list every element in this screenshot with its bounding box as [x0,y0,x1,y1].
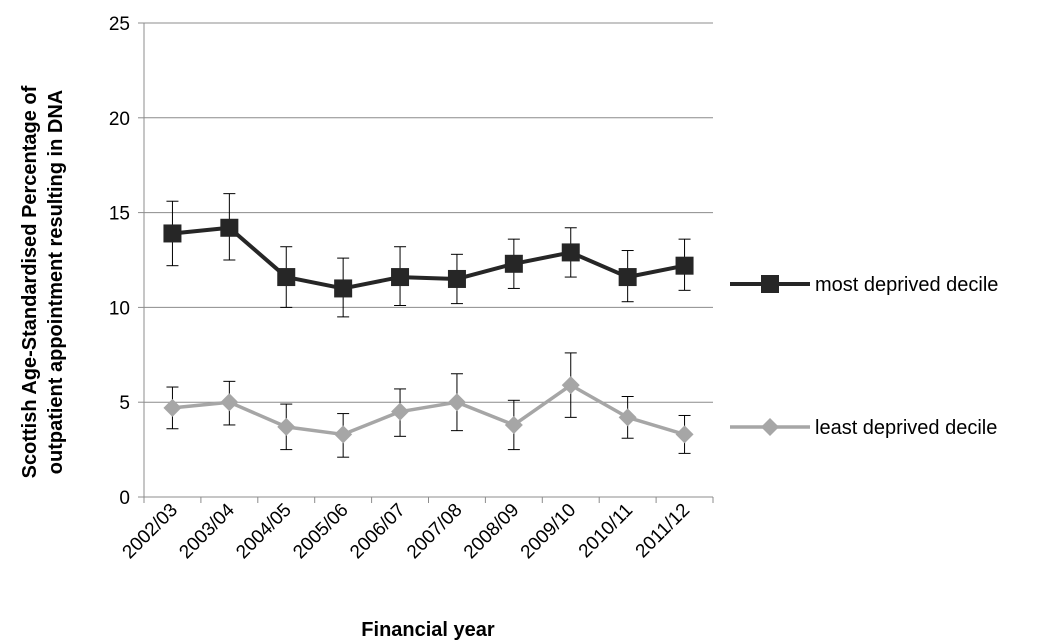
y-tick-label-2: 10 [109,298,130,319]
y-tick-label-5: 25 [109,14,130,35]
y-tick-labels: 0 5 10 15 20 25 [109,14,130,509]
x-tick-label-5: 2007/08 [403,500,466,563]
y-tick-label-1: 5 [119,393,130,414]
y-tick-label-4: 20 [109,109,130,130]
data-point-1-5 [447,393,466,412]
data-point-0-9 [675,256,694,275]
data-point-0-0 [163,224,182,243]
x-tick-label-4: 2006/07 [346,500,409,563]
data-point-1-0 [163,398,182,417]
y-tick-label-3: 15 [109,204,130,225]
data-point-1-8 [618,408,637,427]
data-point-1-2 [277,417,296,436]
x-tick-label-0: 2002/03 [119,500,182,563]
x-tick-label-1: 2003/04 [175,499,239,563]
y-axis-title-line-2: outpatient appointment resulting in DNA [45,90,67,474]
y-axis-title-line-1: Scottish Age-Standardised Percentage of [19,85,41,478]
legend: most deprived decile least deprived decil… [730,274,998,439]
x-tick-label-8: 2010/11 [575,500,637,562]
legend-label-1: least deprived decile [815,417,997,439]
data-point-1-4 [391,402,410,421]
series-line-1 [172,383,686,437]
x-tick-label-6: 2008/09 [460,500,523,563]
series-0 [163,193,694,318]
series-line-0 [172,225,685,291]
data-point-1-1 [220,393,239,412]
data-point-0-3 [334,279,353,298]
legend-marker-0 [761,275,779,293]
data-point-1-6 [504,415,523,434]
data-point-0-8 [618,268,637,287]
data-point-1-7 [561,376,580,395]
legend-label-0: most deprived decile [815,274,998,296]
series-layer [163,193,694,458]
gridlines [144,22,713,403]
x-tick-label-9: 2011/12 [632,500,694,562]
series-1 [163,352,694,458]
data-point-1-3 [334,425,353,444]
data-point-0-1 [220,218,239,237]
x-tick-label-2: 2004/05 [232,500,295,563]
legend-marker-1 [761,418,779,436]
x-tick-labels: 2002/032003/042004/052005/062006/072007/… [119,499,695,563]
data-point-0-7 [561,243,580,262]
data-point-0-2 [277,268,296,287]
axes [138,22,714,503]
data-point-1-9 [675,425,694,444]
x-tick-label-3: 2005/06 [289,500,352,563]
x-axis-title: Financial year [361,619,495,641]
data-point-0-5 [447,269,466,288]
data-point-0-6 [504,254,523,273]
data-point-0-4 [391,268,410,287]
x-tick-label-7: 2009/10 [517,500,580,563]
y-tick-label-0: 0 [119,488,130,509]
